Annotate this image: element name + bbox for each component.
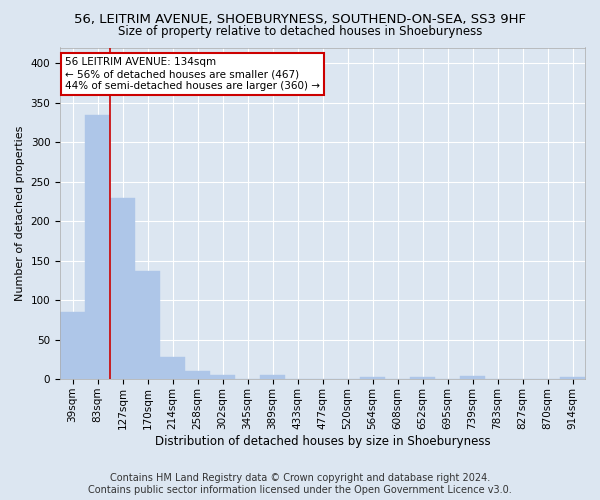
Bar: [360, 377, 385, 379]
Bar: [185, 372, 210, 379]
Bar: [260, 375, 285, 379]
X-axis label: Distribution of detached houses by size in Shoeburyness: Distribution of detached houses by size …: [155, 434, 490, 448]
Bar: [60, 312, 85, 379]
Bar: [160, 357, 185, 379]
Y-axis label: Number of detached properties: Number of detached properties: [15, 126, 25, 301]
Bar: [210, 375, 235, 379]
Bar: [560, 377, 585, 379]
Text: Contains HM Land Registry data © Crown copyright and database right 2024.
Contai: Contains HM Land Registry data © Crown c…: [88, 474, 512, 495]
Bar: [110, 198, 135, 379]
Text: Size of property relative to detached houses in Shoeburyness: Size of property relative to detached ho…: [118, 25, 482, 38]
Bar: [460, 376, 485, 379]
Text: 56 LEITRIM AVENUE: 134sqm
← 56% of detached houses are smaller (467)
44% of semi: 56 LEITRIM AVENUE: 134sqm ← 56% of detac…: [65, 58, 320, 90]
Bar: [85, 114, 110, 379]
Bar: [410, 377, 435, 379]
Text: 56, LEITRIM AVENUE, SHOEBURYNESS, SOUTHEND-ON-SEA, SS3 9HF: 56, LEITRIM AVENUE, SHOEBURYNESS, SOUTHE…: [74, 12, 526, 26]
Bar: [135, 271, 160, 379]
